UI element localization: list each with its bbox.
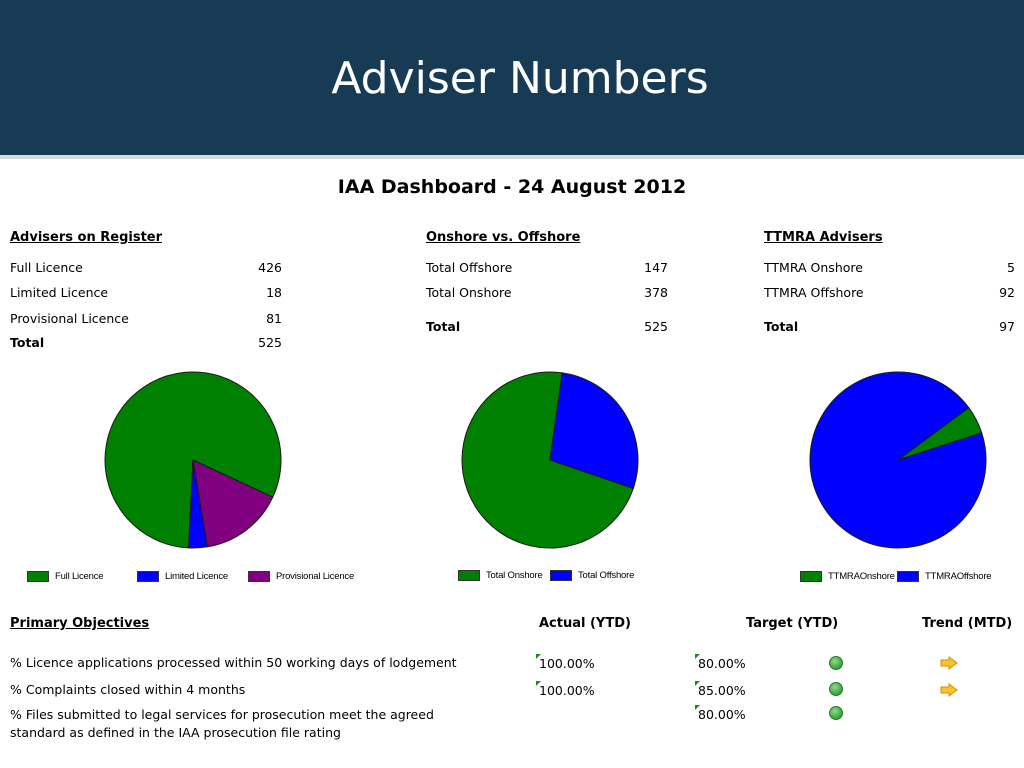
ttmra-pie-legend: TTMRAOnshore TTMRAOffshore: [800, 570, 1000, 584]
onshore-offshore-pie-legend: Total Onshore Total Offshore: [458, 569, 648, 583]
ttmra-onshore-label: TTMRA Onshore: [764, 260, 863, 275]
target-value: 80.00%: [698, 656, 746, 671]
title-banner: Adviser Numbers: [0, 0, 1024, 159]
total-onshore-value: 378: [644, 285, 668, 300]
onshore-offshore-total-label: Total: [426, 319, 461, 334]
legend-swatch: [137, 571, 159, 582]
provisional-licence-value: 81: [266, 311, 282, 326]
ttmra-advisers-heading: TTMRA Advisers: [764, 230, 883, 245]
total-offshore-value: 147: [644, 260, 668, 275]
data-marker-icon: [536, 654, 541, 659]
pie-slice-total-onshore: [461, 371, 634, 549]
limited-licence-value: 18: [266, 285, 282, 300]
total-onshore-label: Total Onshore: [426, 285, 512, 300]
legend-label: TTMRAOffshore: [925, 571, 992, 582]
provisional-licence-label: Provisional Licence: [10, 311, 129, 326]
data-marker-icon: [695, 681, 700, 686]
advisers-on-register-heading: Advisers on Register: [10, 230, 163, 245]
pie-slice-provisional-licence: [192, 459, 274, 548]
total-offshore-label: Total Offshore: [426, 260, 513, 275]
legend-swatch: [248, 571, 270, 582]
trend-mtd-header: Trend (MTD): [922, 616, 1013, 631]
legend-swatch: [800, 571, 822, 582]
onshore-offshore-total-value: 525: [644, 319, 668, 334]
ttmra-onshore-value: 5: [1007, 260, 1015, 275]
objective-row-3-target: 80.00%: [695, 705, 746, 723]
slide-title: Adviser Numbers: [331, 53, 709, 104]
legend-label: TTMRAOnshore: [828, 571, 895, 582]
actual-value: 100.00%: [539, 683, 595, 698]
legend-label: Full Licence: [55, 571, 104, 582]
objective-row-2-actual: 100.00%: [536, 681, 595, 699]
pie-slice-ttmraoffshore: [809, 371, 987, 549]
objective-row-2-target: 85.00%: [695, 681, 746, 699]
target-value: 80.00%: [698, 707, 746, 722]
status-green-icon: [829, 656, 843, 670]
ttmra-offshore-value: 92: [999, 285, 1015, 300]
legend-label: Total Offshore: [578, 570, 635, 581]
objective-row-1-target: 80.00%: [695, 654, 746, 672]
ttmra-offshore-label: TTMRA Offshore: [764, 285, 864, 300]
advisers-total-label: Total: [10, 335, 45, 350]
objective-row-2-text: % Complaints closed within 4 months: [10, 682, 246, 697]
advisers-pie-legend: Full Licence Limited Licence Provisional…: [27, 570, 387, 584]
objective-row-1-actual: 100.00%: [536, 654, 595, 672]
pie-slice-total-offshore: [549, 372, 639, 489]
legend-label: Provisional Licence: [276, 571, 355, 582]
data-marker-icon: [536, 681, 541, 686]
legend-swatch: [897, 571, 919, 582]
objective-row-3-text: % Files submitted to legal services for …: [10, 707, 434, 740]
full-licence-label: Full Licence: [10, 260, 83, 275]
data-marker-icon: [695, 654, 700, 659]
legend-swatch: [458, 570, 480, 581]
legend-swatch: [27, 571, 49, 582]
ttmra-total-value: 97: [999, 319, 1015, 334]
data-marker-icon: [695, 705, 700, 710]
actual-ytd-header: Actual (YTD): [539, 616, 631, 631]
trend-right-arrow-icon: [940, 656, 958, 670]
ttmra-total-label: Total: [764, 319, 799, 334]
advisers-total-value: 525: [258, 335, 282, 350]
objective-row-1-text: % Licence applications processed within …: [10, 655, 457, 670]
legend-swatch: [550, 570, 572, 581]
legend-label: Limited Licence: [165, 571, 229, 582]
status-green-icon: [829, 682, 843, 696]
trend-right-arrow-icon: [940, 683, 958, 697]
onshore-offshore-heading: Onshore vs. Offshore: [426, 230, 581, 245]
legend-label: Total Onshore: [486, 570, 543, 581]
dashboard-title: IAA Dashboard - 24 August 2012: [337, 176, 687, 198]
target-ytd-header: Target (YTD): [746, 616, 839, 631]
actual-value: 100.00%: [539, 656, 595, 671]
target-value: 85.00%: [698, 683, 746, 698]
limited-licence-label: Limited Licence: [10, 285, 109, 300]
primary-objectives-heading: Primary Objectives: [10, 616, 150, 631]
full-licence-value: 426: [258, 260, 282, 275]
status-green-icon: [829, 706, 843, 720]
